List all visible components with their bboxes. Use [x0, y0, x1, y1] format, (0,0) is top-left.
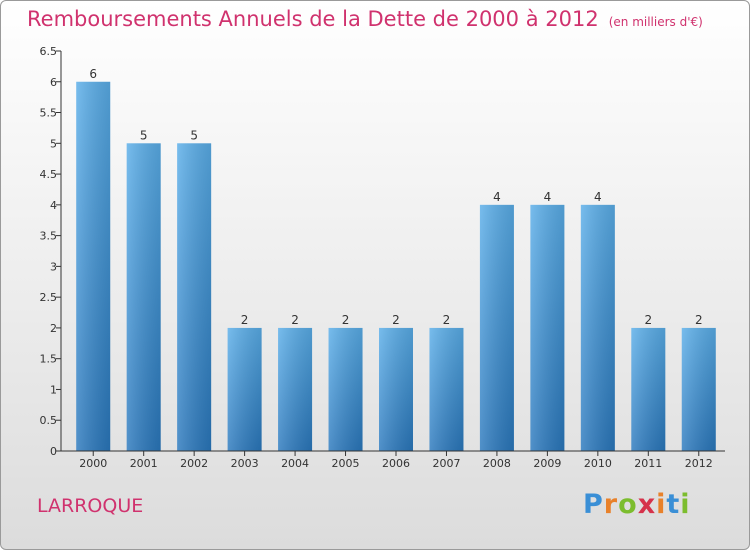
data-label: 5: [190, 128, 198, 142]
data-label: 2: [695, 313, 703, 327]
chart-subtitle: (en milliers d'€): [608, 15, 703, 29]
x-tick-label: 2001: [130, 457, 158, 470]
y-tick-label: 1: [50, 383, 57, 396]
y-tick-label: 3: [50, 260, 57, 273]
bar-shade: [429, 327, 464, 451]
y-tick-label: 6.5: [40, 45, 58, 58]
x-tick-label: 2004: [281, 457, 309, 470]
y-tick-label: 5.5: [40, 107, 58, 120]
x-axis: 2000 2001 2002 2003 2004 2005 2006 2007 2008 2009…: [61, 450, 725, 470]
data-label: 2: [644, 313, 652, 327]
data-label: 2: [443, 313, 451, 327]
logo-letter: P: [583, 489, 604, 520]
x-tick-label: 2008: [483, 457, 511, 470]
y-axis: 0 0.5 1 1.5 2 2.5 3 3.5 4 4.5 5 5.5 6 6.5: [40, 45, 62, 458]
x-tick-label: 2007: [432, 457, 460, 470]
logo-letter: x: [637, 489, 657, 520]
logo-letter: i: [680, 489, 691, 520]
chart-title: Remboursements Annuels de la Dette de 20…: [27, 7, 599, 31]
data-label: 6: [89, 67, 97, 81]
bar-shade: [328, 327, 363, 451]
y-tick-label: 3.5: [40, 230, 58, 243]
bar-shade: [278, 327, 313, 451]
logo-letter: r: [603, 489, 619, 520]
x-tick-label: 2010: [584, 457, 612, 470]
bar-shade: [177, 143, 212, 452]
x-tick-label: 2000: [79, 457, 107, 470]
x-tick-label: 2012: [685, 457, 713, 470]
y-tick-label: 2.5: [40, 291, 58, 304]
bar-shade: [479, 204, 514, 451]
x-tick-label: 2009: [533, 457, 561, 470]
x-tick-label: 2002: [180, 457, 208, 470]
y-tick-label: 2: [50, 322, 57, 335]
title-row: Remboursements Annuels de la Dette de 20…: [27, 7, 703, 31]
y-tick-label: 4: [50, 199, 57, 212]
x-tick-label: 2006: [382, 457, 410, 470]
y-tick-label: 5: [50, 137, 57, 150]
bar-shade: [227, 327, 262, 451]
y-tick-label: 0: [50, 445, 57, 458]
data-label: 2: [342, 313, 350, 327]
logo-letter: o: [618, 489, 638, 520]
bar-shade: [126, 143, 161, 452]
bar-shade: [379, 327, 413, 451]
proxiti-logo[interactable]: Proxiti: [583, 489, 691, 520]
x-tick-label: 2005: [332, 457, 360, 470]
logo-letter: i: [656, 489, 667, 520]
data-label: 2: [291, 313, 299, 327]
y-tick-label: 1.5: [40, 353, 58, 366]
data-label: 2: [392, 313, 400, 327]
x-tick-label: 2011: [634, 457, 662, 470]
logo-letter: t: [666, 489, 681, 520]
bar-shade: [631, 327, 666, 451]
data-label: 4: [544, 190, 552, 204]
data-label: 5: [140, 128, 148, 142]
bar-shade: [580, 204, 615, 451]
bar-shade: [530, 204, 565, 451]
commune-name: LARROQUE: [37, 495, 144, 517]
x-tick-label: 2003: [231, 457, 259, 470]
data-label: 4: [493, 190, 501, 204]
y-tick-label: 0.5: [40, 414, 58, 427]
bar-shade: [681, 327, 716, 451]
y-tick-label: 6: [50, 76, 57, 89]
data-label: 4: [594, 190, 602, 204]
data-label: 2: [241, 313, 249, 327]
bar-shade: [76, 81, 111, 452]
y-tick-label: 4.5: [40, 168, 58, 181]
bars: 6 5 5 2 2 2 2 2 4 4 4 2 2: [76, 67, 716, 452]
